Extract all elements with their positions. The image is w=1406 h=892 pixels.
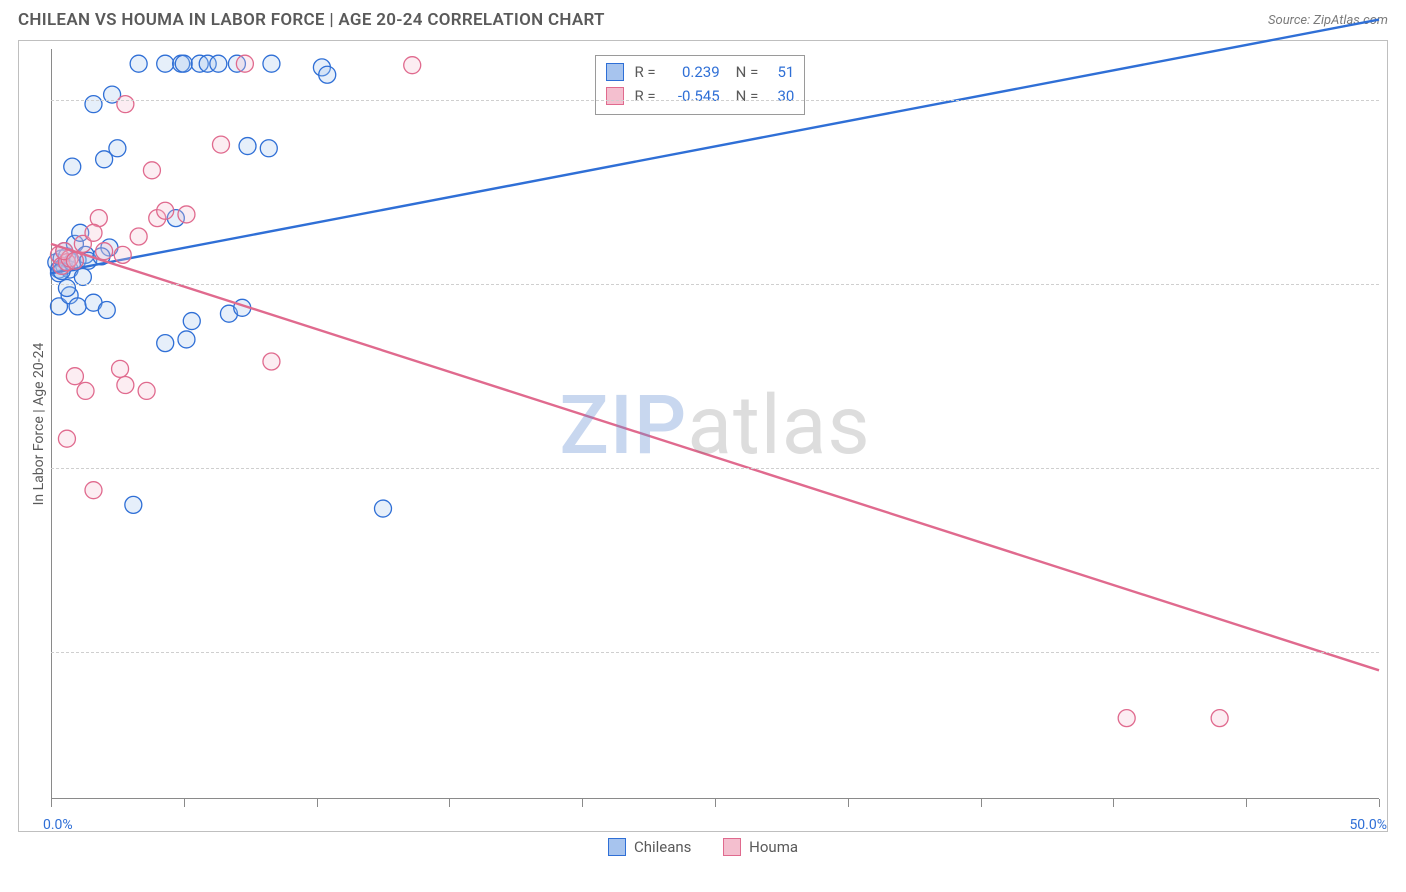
scatter-point (263, 55, 280, 72)
scatter-point (319, 66, 336, 83)
legend-label-0: Chileans (634, 838, 691, 856)
stats-row-1: R = -0.545 N = 30 (606, 84, 794, 108)
scatter-point (85, 482, 102, 499)
scatter-point (138, 382, 155, 399)
legend-swatch-0 (608, 838, 626, 856)
ytick-label: 100.0% (1389, 92, 1406, 108)
legend-item-0: Chileans (608, 838, 691, 856)
scatter-point (130, 55, 147, 72)
xtick (1379, 799, 1380, 807)
xtick (1246, 799, 1247, 807)
scatter-point (85, 224, 102, 241)
scatter-point (58, 279, 75, 296)
gridline-h (51, 100, 1379, 101)
scatter-point (183, 313, 200, 330)
source-credit: Source: ZipAtlas.com (1268, 13, 1388, 28)
scatter-point (157, 202, 174, 219)
stats-N-value-1: 30 (766, 84, 794, 108)
xtick (848, 799, 849, 807)
scatter-point (157, 335, 174, 352)
scatter-point (117, 96, 134, 113)
stats-swatch-0 (606, 63, 624, 81)
scatter-point (64, 158, 81, 175)
plot-area: In Labor Force | Age 20-24 ZIPatlas R = … (51, 49, 1379, 799)
stats-R-value-0: 0.239 (664, 60, 720, 84)
scatter-point (85, 96, 102, 113)
scatter-point (125, 496, 142, 513)
trend-line (51, 244, 1379, 670)
scatter-point (236, 55, 253, 72)
ytick-label: 50.0% (1389, 460, 1406, 476)
scatter-point (1211, 710, 1228, 727)
scatter-point (260, 140, 277, 157)
legend: Chileans Houma (0, 838, 1406, 860)
scatter-point (212, 136, 229, 153)
ytick-label: 75.0% (1389, 276, 1406, 292)
xtick (184, 799, 185, 807)
scatter-point (109, 140, 126, 157)
scatter-point (178, 331, 195, 348)
scatter-point (77, 382, 94, 399)
scatter-point (239, 138, 256, 155)
gridline-h (51, 468, 1379, 469)
scatter-point (157, 55, 174, 72)
x-first-label: 0.0% (43, 817, 73, 833)
stats-N-value-0: 51 (766, 60, 794, 84)
scatter-point (175, 55, 192, 72)
scatter-point (114, 246, 131, 263)
xtick (715, 799, 716, 807)
scatter-point (58, 430, 75, 447)
scatter-point (178, 206, 195, 223)
scatter-point (112, 360, 129, 377)
legend-swatch-1 (723, 838, 741, 856)
chart-container: In Labor Force | Age 20-24 ZIPatlas R = … (18, 40, 1388, 832)
scatter-point (263, 353, 280, 370)
stats-R-label: R = (634, 60, 655, 84)
scatter-point (66, 368, 83, 385)
scatter-point (1118, 710, 1135, 727)
scatter-point (66, 252, 83, 269)
x-last-label: 50.0% (1349, 817, 1387, 833)
scatter-point (74, 268, 91, 285)
stats-R-label: R = (634, 84, 655, 108)
xtick (1113, 799, 1114, 807)
chart-title: CHILEAN VS HOUMA IN LABOR FORCE | AGE 20… (18, 10, 605, 30)
scatter-point (69, 298, 86, 315)
scatter-point (404, 57, 421, 74)
legend-label-1: Houma (749, 838, 798, 856)
scatter-point (98, 302, 115, 319)
xtick (981, 799, 982, 807)
gridline-h (51, 652, 1379, 653)
stats-N-label: N = (736, 60, 759, 84)
legend-item-1: Houma (723, 838, 798, 856)
plot-svg (51, 49, 1379, 799)
stats-swatch-1 (606, 87, 624, 105)
scatter-point (210, 55, 227, 72)
ytick-label: 25.0% (1389, 644, 1406, 660)
xtick (317, 799, 318, 807)
stats-N-label: N = (736, 84, 759, 108)
gridline-h (51, 284, 1379, 285)
scatter-point (143, 162, 160, 179)
stats-box: R = 0.239 N = 51 R = -0.545 N = 30 (595, 55, 805, 115)
scatter-point (96, 243, 113, 260)
scatter-point (117, 377, 134, 394)
scatter-point (130, 228, 147, 245)
stats-row-0: R = 0.239 N = 51 (606, 60, 794, 84)
y-axis-label: In Labor Force | Age 20-24 (31, 343, 47, 506)
xtick (449, 799, 450, 807)
xtick (582, 799, 583, 807)
stats-R-value-1: -0.545 (664, 84, 720, 108)
scatter-point (375, 500, 392, 517)
xtick (51, 799, 52, 807)
